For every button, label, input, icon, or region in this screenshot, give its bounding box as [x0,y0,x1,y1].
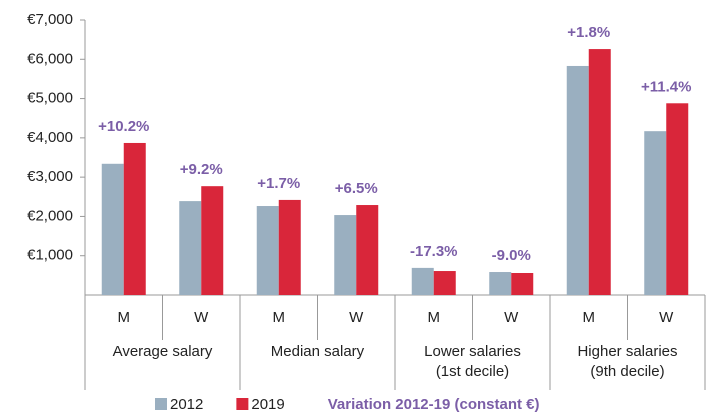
group-label: Lower salaries [424,343,521,360]
x-tick-label: W [194,309,209,326]
bar [433,271,456,295]
annotation: -17.3% [410,243,458,260]
x-tick-label: M [583,309,596,326]
bar [666,103,689,296]
bar [334,215,357,295]
x-tick-label: W [659,309,674,326]
x-tick-label: W [504,309,519,326]
annotation: +11.4% [641,78,691,95]
legend-label: 2019 [251,396,284,413]
bar [511,273,534,295]
y-tick-label: €5,000 [27,90,73,107]
bar [588,49,611,296]
y-tick-label: €7,000 [27,11,73,28]
bar [256,206,279,295]
bar [411,267,434,295]
x-tick-label: M [428,309,441,326]
annotation: +6.5% [335,180,378,197]
y-tick-label: €1,000 [27,247,73,264]
legend-swatch [236,398,249,410]
legend-annotation: Variation 2012-19 (constant €) [328,396,540,413]
legend-swatch [155,398,167,410]
annotation: +10.2% [98,118,149,135]
x-tick-label: M [118,309,131,326]
group-label: Average salary [113,343,213,360]
y-tick-label: €2,000 [27,207,73,224]
bar [201,186,224,295]
annotation: -9.0% [492,247,531,264]
x-tick-label: M [273,309,286,326]
bar [356,205,379,295]
group-label: Median salary [271,343,365,360]
bar [644,131,667,295]
bar [179,201,202,295]
bar [101,163,124,295]
bar [489,272,512,295]
y-tick-label: €3,000 [27,168,73,185]
x-tick-label: W [349,309,364,326]
bar [278,199,301,295]
bar [566,65,589,295]
y-tick-label: €4,000 [27,129,73,146]
annotation: +1.7% [257,175,300,192]
bar [123,142,146,295]
annotation: +9.2% [180,161,223,178]
group-label: Higher salaries [577,343,677,360]
annotation: +1.8% [567,24,610,41]
group-label: (9th decile) [590,363,664,380]
y-tick-label: €6,000 [27,50,73,67]
legend-label: 2012 [170,396,203,413]
group-label: (1st decile) [436,363,509,380]
